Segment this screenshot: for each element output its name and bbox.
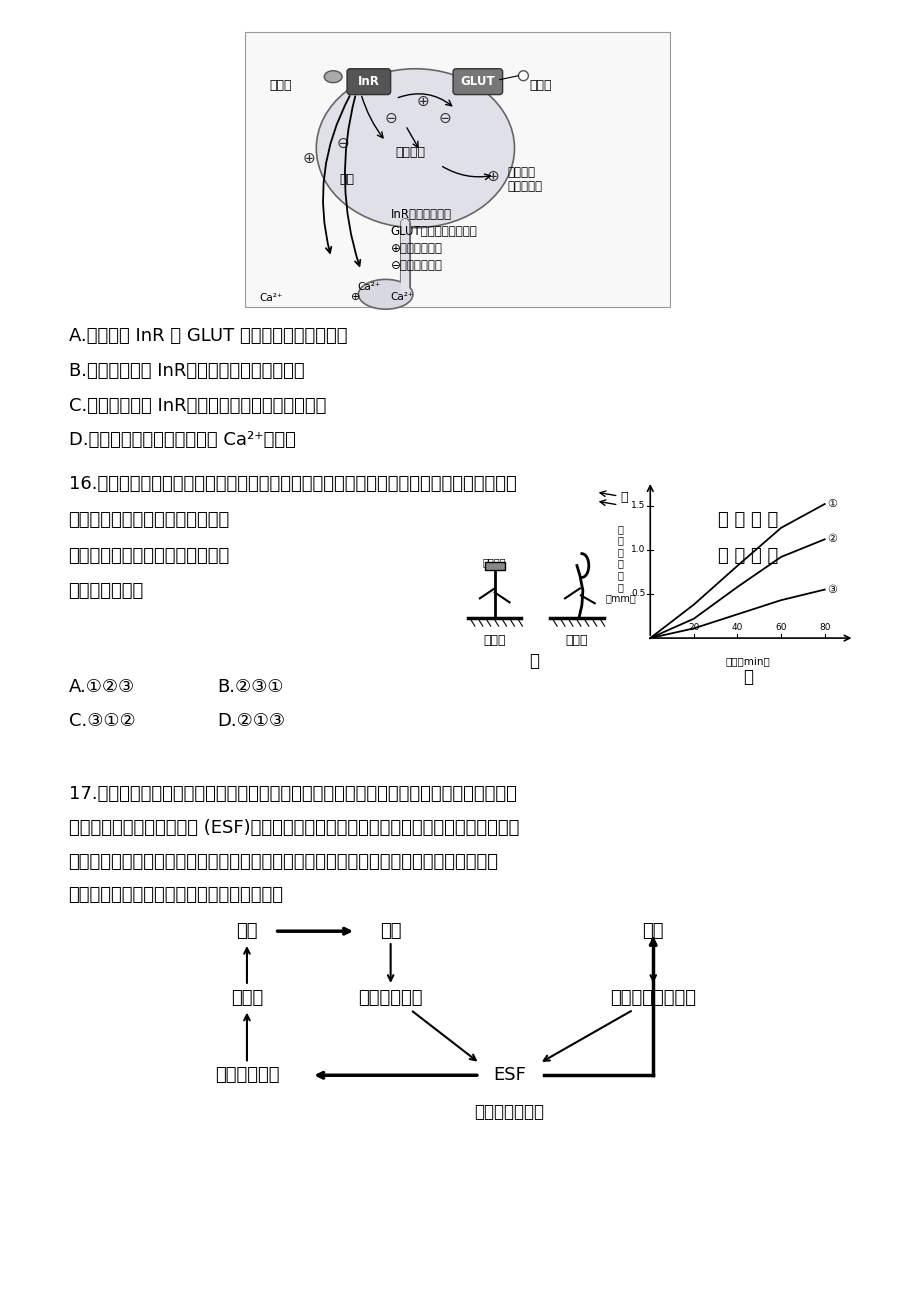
Text: C.③①②: C.③①② [69, 712, 135, 729]
Text: Ca²⁺: Ca²⁺ [357, 283, 380, 293]
Text: 使其转变成促红细胞生成素 (ESF)。促红细胞生成素一方面刺激骨髓造血组织，使周围血液: 使其转变成促红细胞生成素 (ESF)。促红细胞生成素一方面刺激骨髓造血组织，使周… [69, 819, 518, 837]
Text: 葡萄糖: 葡萄糖 [528, 78, 551, 91]
Text: 变性、坏死: 变性、坏死 [507, 180, 542, 193]
Text: 时间（min）: 时间（min） [725, 656, 770, 665]
Text: B.②③①: B.②③① [217, 678, 283, 695]
Text: 1.5: 1.5 [630, 501, 644, 510]
Text: 光: 光 [619, 491, 628, 504]
Text: 胰岛素: 胰岛素 [269, 78, 292, 91]
Text: ⊕：促进或增加: ⊕：促进或增加 [391, 242, 442, 255]
Text: ⊖：抑制或降低: ⊖：抑制或降低 [391, 259, 442, 272]
Text: 成（如下图所示）。以下叙述错误的是（　）: 成（如下图所示）。以下叙述错误的是（ ） [69, 887, 283, 905]
Text: ESF: ESF [493, 1066, 526, 1085]
Text: B.　胰岛素激活 InR，可以促进神经细胞死亡: B. 胰岛素激活 InR，可以促进神经细胞死亡 [69, 362, 304, 380]
Text: 胚
芽
鞘
伸
长
度
（mm）: 胚 芽 鞘 伸 长 度 （mm） [605, 523, 635, 603]
Text: 17.　在机体缺氧时，肾脏产生红细胞生成酶，该酶作用于肝脏所生成的促红细胞生成素原，: 17. 在机体缺氧时，肾脏产生红细胞生成酶，该酶作用于肝脏所生成的促红细胞生成素… [69, 785, 516, 803]
Text: ⊕: ⊕ [416, 94, 429, 109]
Text: ⊖: ⊖ [438, 111, 451, 126]
Text: 对照组: 对照组 [565, 634, 587, 647]
Text: 60: 60 [775, 624, 786, 633]
Text: 实验组: 实验组 [482, 634, 505, 647]
Text: D.　胰岛素能直接促进细胞对 Ca²⁺的吸收: D. 胰岛素能直接促进细胞对 Ca²⁺的吸收 [69, 431, 295, 449]
Text: GLUT: GLUT [460, 76, 494, 89]
Text: 1.0: 1.0 [630, 546, 644, 555]
Text: 红细胞生成酶: 红细胞生成酶 [358, 988, 423, 1006]
Text: InR: InR [357, 76, 380, 89]
Text: ③: ③ [827, 585, 836, 595]
Text: A.　细胞的 InR 和 GLUT 均具有信息交流的作用: A. 细胞的 InR 和 GLUT 均具有信息交流的作用 [69, 327, 346, 345]
Text: 凋亡: 凋亡 [339, 173, 354, 186]
Ellipse shape [316, 69, 514, 228]
Text: 不透光帽: 不透光帽 [482, 557, 505, 568]
Text: 肾脏: 肾脏 [380, 922, 401, 940]
Text: 度 的 曲 线: 度 的 曲 线 [717, 547, 777, 565]
Text: Ca²⁺: Ca²⁺ [391, 292, 414, 302]
Text: ⊕: ⊕ [486, 168, 498, 184]
Text: A.①②③: A.①②③ [69, 678, 134, 695]
Text: 80: 80 [818, 624, 830, 633]
Text: ⊖: ⊖ [336, 135, 349, 151]
Text: 0.5: 0.5 [630, 590, 644, 599]
Text: 乙: 乙 [743, 668, 753, 686]
Text: 炎症因子: 炎症因子 [395, 146, 425, 159]
Ellipse shape [358, 280, 413, 309]
Bar [244, 33, 669, 307]
Text: ⊕: ⊕ [302, 151, 315, 165]
Text: 依次是（　　）: 依次是（ ） [69, 582, 143, 600]
Text: 骨髓造血组织: 骨髓造血组织 [214, 1066, 278, 1085]
Text: InR：胰岛素受体: InR：胰岛素受体 [391, 208, 451, 221]
FancyBboxPatch shape [452, 69, 502, 95]
FancyBboxPatch shape [484, 561, 504, 569]
Text: 神经细胞: 神经细胞 [507, 167, 535, 180]
Text: 20: 20 [687, 624, 698, 633]
Text: 验 组 向 光: 验 组 向 光 [717, 510, 777, 529]
Text: 促红细胞生成素原: 促红细胞生成素原 [609, 988, 696, 1006]
Text: 缺氧: 缺氧 [236, 922, 257, 940]
Text: ⊖: ⊖ [384, 111, 397, 126]
Text: 红细胞: 红细胞 [231, 988, 263, 1006]
Text: 侧、背光侧和对照组胚芙鞘伸长长: 侧、背光侧和对照组胚芙鞘伸长长 [69, 547, 230, 565]
Text: ⊕: ⊕ [351, 292, 360, 302]
Text: C.　胰岛素激活 InR，可促进脑神经元吸收葡萄糖: C. 胰岛素激活 InR，可促进脑神经元吸收葡萄糖 [69, 397, 325, 414]
Text: Ca²⁺: Ca²⁺ [259, 293, 283, 303]
Text: 16.　选取长度相同的幼苗，实验装置如图甲所示，给予光照，在不同时间测定胚芙鞘伸长的: 16. 选取长度相同的幼苗，实验装置如图甲所示，给予光照，在不同时间测定胚芙鞘伸… [69, 475, 516, 493]
Ellipse shape [518, 70, 528, 81]
Text: 长度，结果如图乙。能正确表示实: 长度，结果如图乙。能正确表示实 [69, 510, 230, 529]
Text: ①: ① [827, 499, 836, 509]
Text: 甲: 甲 [528, 652, 539, 671]
Ellipse shape [323, 70, 342, 82]
Text: GLUT：葡萄糖转运蛋白: GLUT：葡萄糖转运蛋白 [391, 225, 477, 238]
Text: ②: ② [827, 534, 836, 544]
Text: 中红细胞数增加，从而改善缺氧；另一方面又反馈性地抑制肝脏中的促红细胞生成素原的生: 中红细胞数增加，从而改善缺氧；另一方面又反馈性地抑制肝脏中的促红细胞生成素原的生 [69, 853, 498, 871]
Text: 肝脏: 肝脏 [641, 922, 664, 940]
Text: 促红细胞生成素: 促红细胞生成素 [474, 1103, 544, 1121]
Text: 40: 40 [731, 624, 743, 633]
Text: D.②①③: D.②①③ [217, 712, 285, 729]
FancyBboxPatch shape [346, 69, 391, 95]
